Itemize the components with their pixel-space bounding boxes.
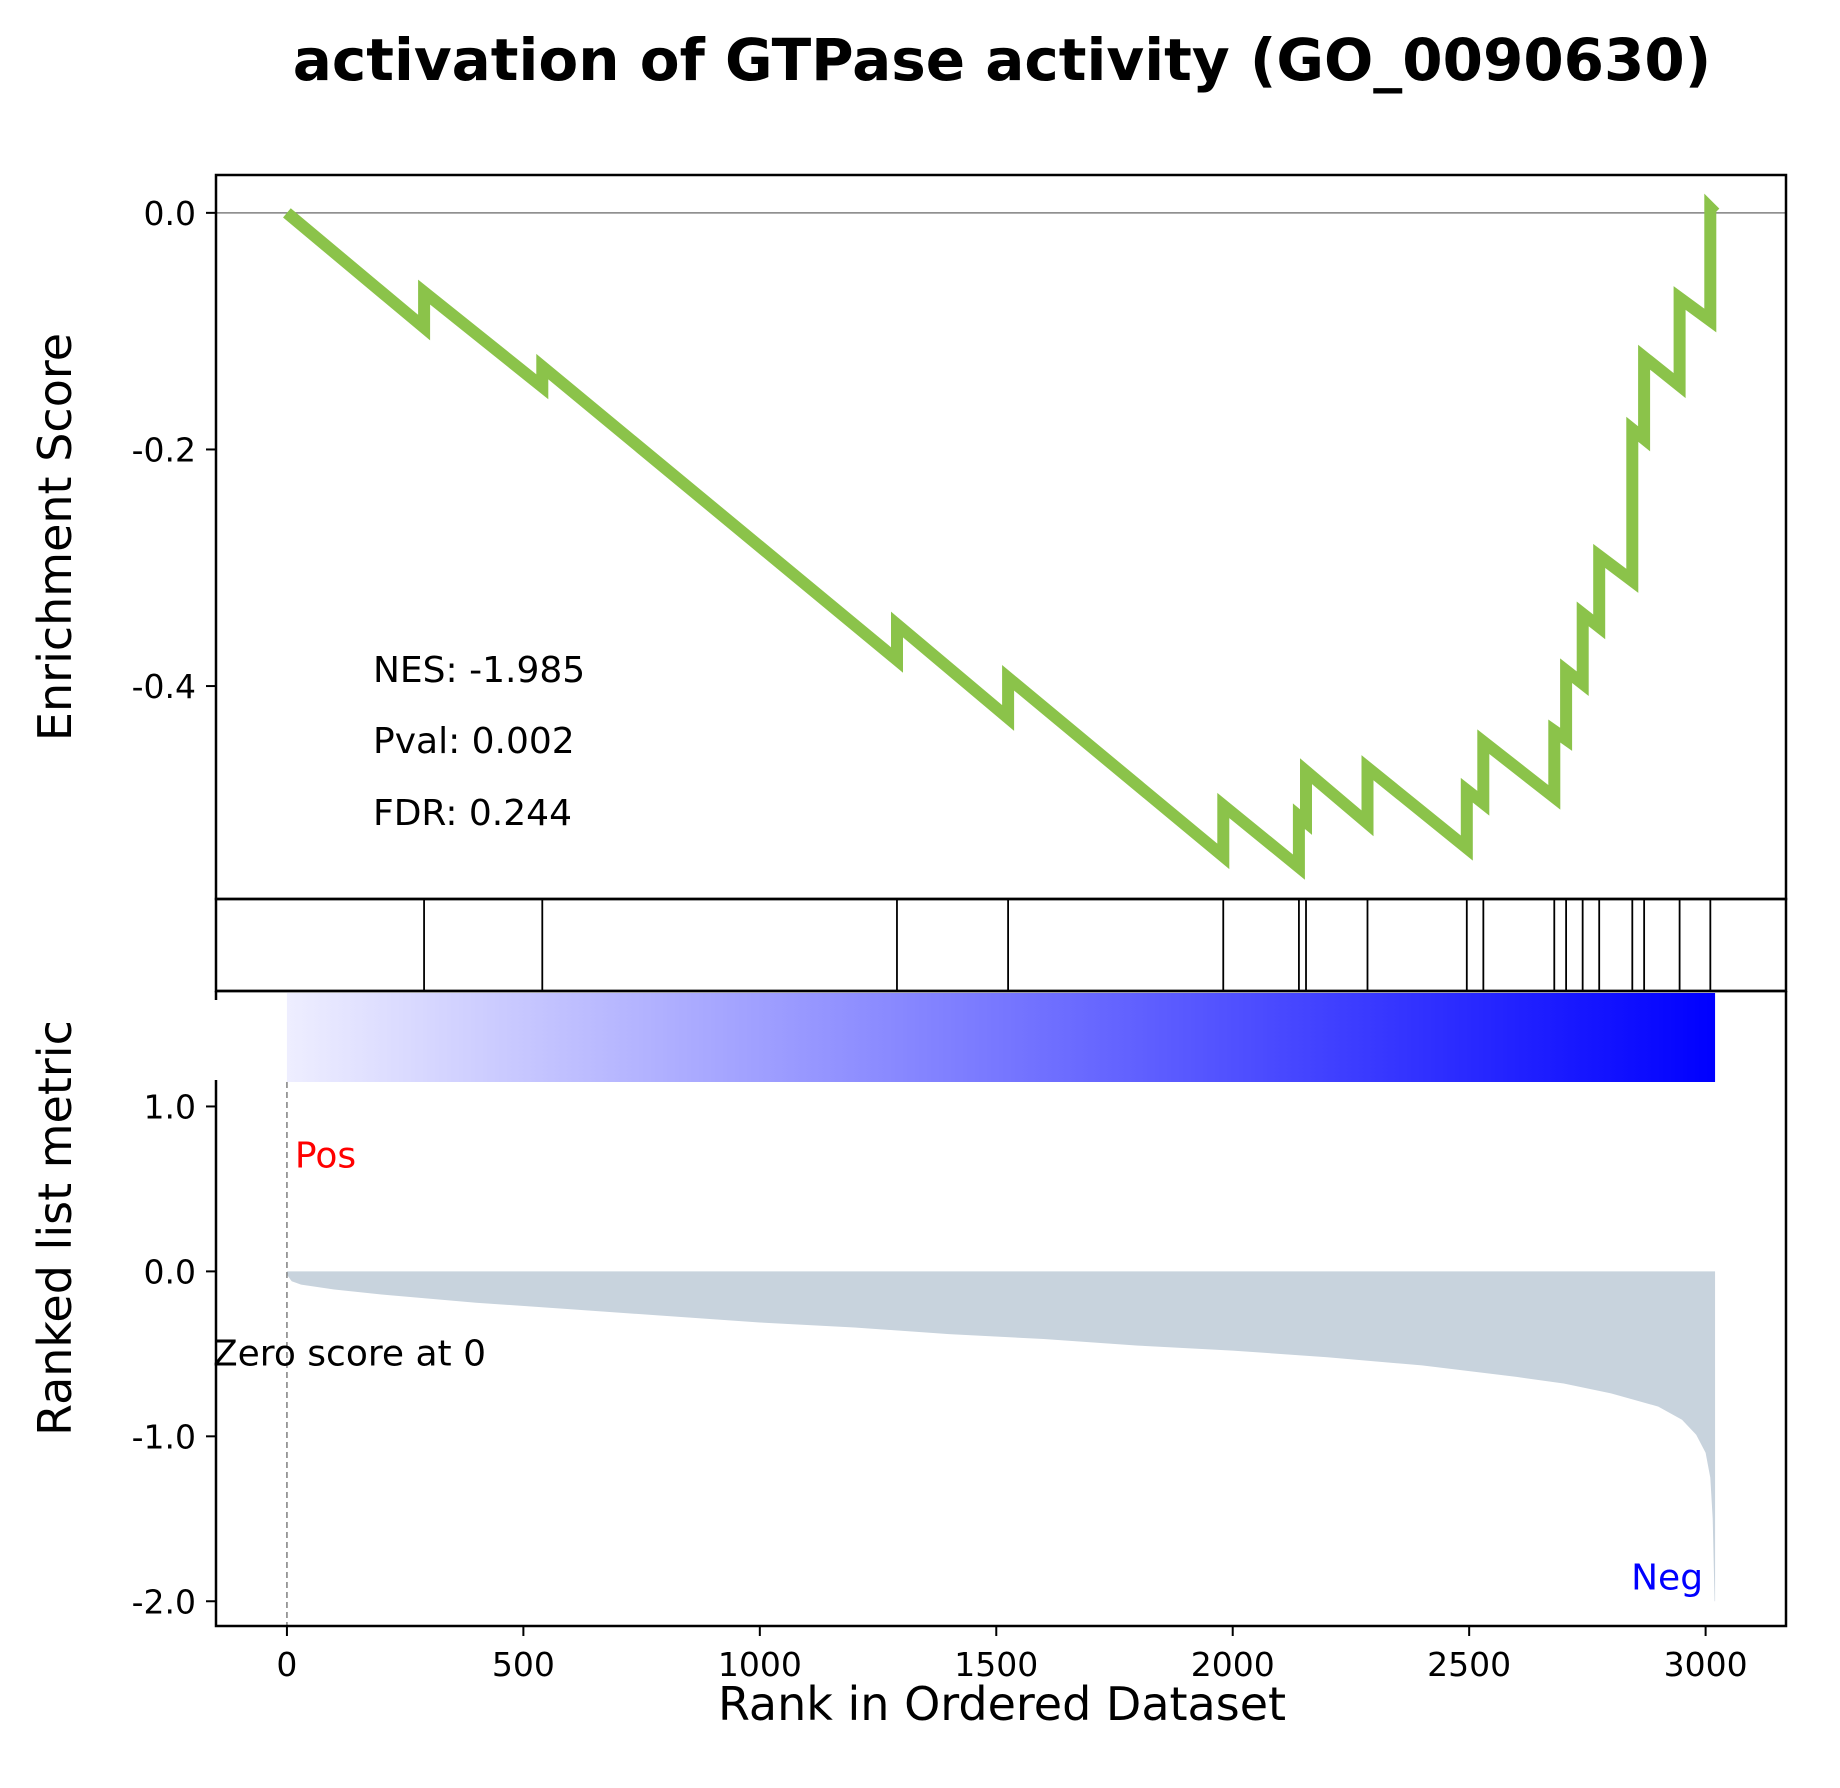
axis-gap-mask [205, 1000, 219, 1080]
pos-label: Pos [295, 1135, 356, 1176]
x-tick-label: 2500 [1427, 1645, 1511, 1684]
fdr-stat: FDR: 0.244 [373, 793, 572, 834]
ranked-metric-y-ticks: 1.0 0.0 -1.0 -2.0 [132, 1087, 216, 1621]
x-tick-label: 0 [276, 1645, 297, 1684]
zero-score-label: Zero score at 0 [213, 1333, 486, 1374]
ranked-metric-y-tick-label: -1.0 [132, 1417, 196, 1456]
ranked-metric-panel-frame [214, 991, 1788, 1628]
x-tick-label: 3000 [1664, 1645, 1748, 1684]
hit-markers [423, 899, 1712, 991]
x-tick-label: 500 [492, 1645, 555, 1684]
x-tick-label: 1000 [718, 1645, 802, 1684]
enrichment-y-tick-label: 0.0 [144, 194, 196, 233]
hits-panel [214, 897, 1788, 993]
ranked-metric-area [286, 1271, 1716, 1602]
pval-stat: Pval: 0.002 [373, 721, 575, 762]
ranked-metric-y-tick-label: 0.0 [144, 1252, 196, 1291]
x-tick-label: 2000 [1191, 1645, 1275, 1684]
x-tick-label: 1500 [954, 1645, 1038, 1684]
ranked-metric-y-axis-label: Ranked list metric [28, 1020, 82, 1436]
rank-gradient-bar [286, 993, 1716, 1082]
enrichment-score-line [283, 193, 1720, 880]
enrichment-y-ticks: 0.0 -0.2 -0.4 [132, 194, 216, 706]
ranked-metric-panel: 1.0 0.0 -1.0 -2.0 Pos Neg Zero score at 0 R… [28, 989, 1788, 1628]
enrichment-panel: 0.0 -0.2 -0.4 NES: -1.985 Pval: 0.002 FDR:… [28, 173, 1788, 901]
ranked-metric-y-tick-label: 1.0 [144, 1087, 196, 1126]
chart-title: activation of GTPase activity (GO_009063… [293, 26, 1712, 94]
x-axis-ticks: 0 500 1000 1500 2000 2500 3000 [276, 1626, 1748, 1684]
x-axis-label: Rank in Ordered Dataset [718, 1677, 1286, 1731]
neg-label: Neg [1631, 1558, 1703, 1599]
hits-panel-frame [214, 897, 1788, 993]
ranked-metric-y-tick-label: -2.0 [132, 1582, 196, 1621]
nes-stat: NES: -1.985 [373, 650, 585, 691]
enrichment-y-tick-label: -0.2 [132, 430, 196, 469]
enrichment-y-tick-label: -0.4 [132, 667, 196, 706]
enrichment-y-axis-label: Enrichment Score [28, 333, 82, 741]
